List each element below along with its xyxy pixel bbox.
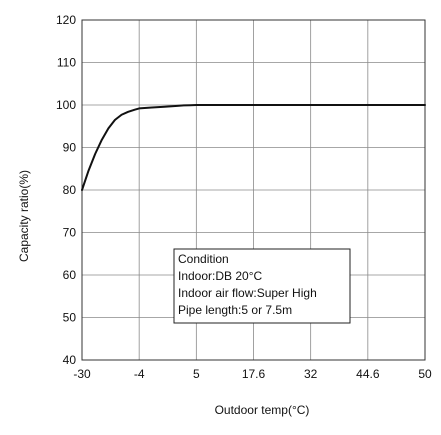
y-axis-label: Capacity ratio(%)	[17, 170, 31, 262]
x-tick-label: 32	[304, 367, 318, 381]
condition-text: Condition	[178, 252, 229, 266]
x-tick-label: -30	[73, 367, 91, 381]
y-tick-label: 60	[63, 268, 77, 282]
y-tick-label: 110	[57, 56, 76, 70]
x-tick-label: -4	[134, 367, 145, 381]
x-tick-label: 44.6	[356, 367, 380, 381]
y-tick-label: 120	[56, 13, 76, 27]
y-tick-label: 70	[63, 226, 77, 240]
y-tick-label: 50	[63, 311, 77, 325]
condition-text: Indoor:DB 20°C	[178, 269, 263, 283]
y-tick-label: 100	[56, 98, 76, 112]
x-tick-label: 17.6	[242, 367, 266, 381]
x-axis-label: Outdoor temp(°C)	[215, 403, 310, 417]
y-tick-label: 90	[63, 141, 77, 155]
axis-layer: 40 50 60 70 80 90 100 110 120 -30 -4 5 17.6 32 44.6 50	[56, 13, 432, 381]
y-tick-label: 80	[63, 183, 77, 197]
condition-text: Indoor air flow:Super High	[178, 286, 317, 300]
x-tick-label: 5	[193, 367, 200, 381]
condition-text: Pipe length:5 or 7.5m	[178, 303, 292, 317]
annotation-layer: Condition Indoor:DB 20°C Indoor air flow:S…	[173, 248, 351, 324]
capacity-ratio-line	[81, 104, 426, 191]
series-layer	[81, 104, 426, 191]
condition-box	[173, 248, 351, 324]
x-tick-label: 50	[418, 367, 432, 381]
y-tick-label: 40	[63, 353, 77, 367]
